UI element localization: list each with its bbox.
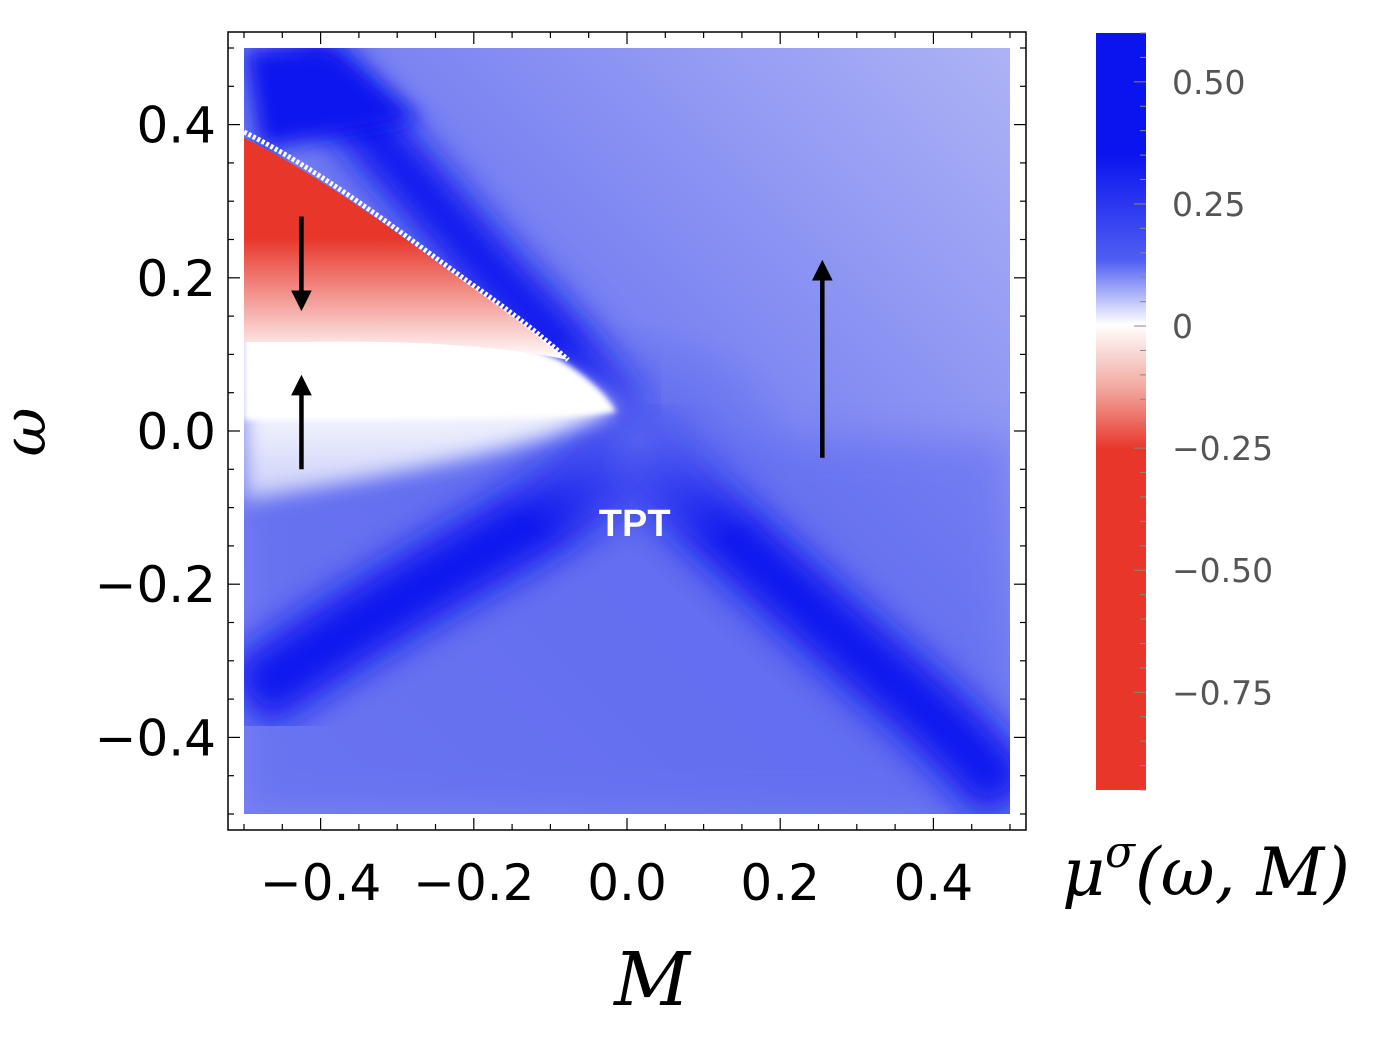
y-tick-label: 0.2 xyxy=(136,250,216,308)
y-tick-label: 0.4 xyxy=(136,97,216,155)
colorbar-label: μσ(ω, M) xyxy=(1062,827,1350,911)
colorbar-label-base: μ xyxy=(1062,834,1105,911)
colorbar-label-sup: σ xyxy=(1105,827,1137,878)
arrows xyxy=(291,216,833,470)
colorbar-tick-label: 0.25 xyxy=(1172,185,1245,224)
x-tick-label: −0.2 xyxy=(413,854,534,912)
annotations: TPT xyxy=(599,503,671,545)
colorbar-tick-labels: 0.50 0.25 0 −0.25 −0.50 −0.75 xyxy=(1172,63,1273,712)
colorbar-tick-label: −0.75 xyxy=(1172,673,1273,712)
colorbar-label-args: (ω, M) xyxy=(1135,834,1350,911)
x-axis-label: M xyxy=(612,937,692,1023)
y-axis-label: ω xyxy=(0,408,60,457)
colorbar-tick-label: 0.50 xyxy=(1172,63,1245,102)
y-tick-label: −0.2 xyxy=(95,556,216,614)
colorbar-tick-label: −0.50 xyxy=(1172,551,1273,590)
y-axis-tick-labels: −0.4 −0.2 0.0 0.2 0.4 xyxy=(95,97,216,768)
x-tick-label: 0.2 xyxy=(740,854,820,912)
x-tick-label: −0.4 xyxy=(260,854,381,912)
x-axis-ticks xyxy=(243,32,1011,830)
heatmap-field xyxy=(244,48,1010,814)
y-tick-label: 0.0 xyxy=(136,403,216,461)
colorbar-tick-label: −0.25 xyxy=(1172,429,1273,468)
red-region xyxy=(244,138,568,360)
colorbar-ticks xyxy=(1134,32,1146,791)
y-axis-ticks xyxy=(228,47,1026,815)
red-region-edge xyxy=(244,129,570,362)
colorbar-tick-label: 0 xyxy=(1172,307,1193,346)
x-tick-label: 0.4 xyxy=(894,854,974,912)
annotation-label: TPT xyxy=(599,503,671,545)
y-tick-label: −0.4 xyxy=(95,709,216,767)
colorbar xyxy=(1096,33,1146,790)
blue-band-top-left-corner xyxy=(244,48,420,150)
x-axis-tick-labels: −0.4 −0.2 0.0 0.2 0.4 xyxy=(260,854,973,912)
x-tick-label: 0.0 xyxy=(587,854,667,912)
